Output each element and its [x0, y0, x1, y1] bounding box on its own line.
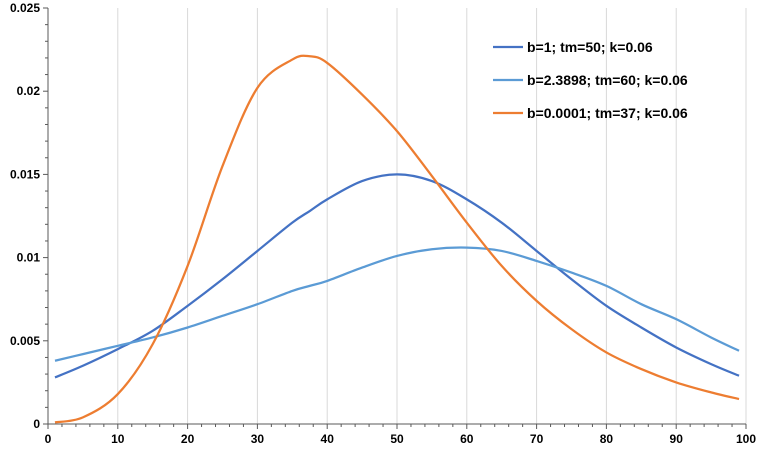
y-tick-label: 0.015	[10, 167, 40, 181]
x-tick-label: 50	[390, 432, 404, 446]
x-tick-label: 70	[530, 432, 544, 446]
series-line-2	[54, 246, 740, 362]
y-tick-label: 0.02	[17, 84, 41, 98]
legend: b=1; tm=50; k=0.06 b=2.3898; tm=60; k=0.0…	[493, 39, 688, 121]
y-tick-label: 0.01	[17, 251, 41, 265]
legend-label: b=1; tm=50; k=0.06	[527, 39, 653, 55]
series-line-1	[54, 173, 740, 379]
x-tick-label: 20	[181, 432, 195, 446]
x-tick-label: 10	[111, 432, 125, 446]
x-tick-label: 80	[600, 432, 614, 446]
x-tick-label: 100	[736, 432, 756, 446]
series-lines	[54, 54, 740, 424]
y-tick-label: 0	[33, 417, 40, 431]
x-tick-label: 90	[670, 432, 684, 446]
legend-label: b=0.0001; tm=37; k=0.06	[527, 105, 688, 121]
x-tick-label: 30	[251, 432, 265, 446]
legend-label: b=2.3898; tm=60; k=0.06	[527, 72, 688, 88]
axes: 0 0.005 0.01 0.015 0.02 0.025 0 10 20 30 40 50 60 70 8…	[10, 1, 756, 446]
y-tick-label: 0.025	[10, 1, 40, 15]
y-tick-label: 0.005	[10, 334, 40, 348]
series-line-3	[54, 54, 740, 424]
x-tick-label: 0	[45, 432, 52, 446]
x-tick-label: 40	[321, 432, 335, 446]
gridlines	[117, 8, 747, 424]
x-tick-label: 60	[460, 432, 474, 446]
